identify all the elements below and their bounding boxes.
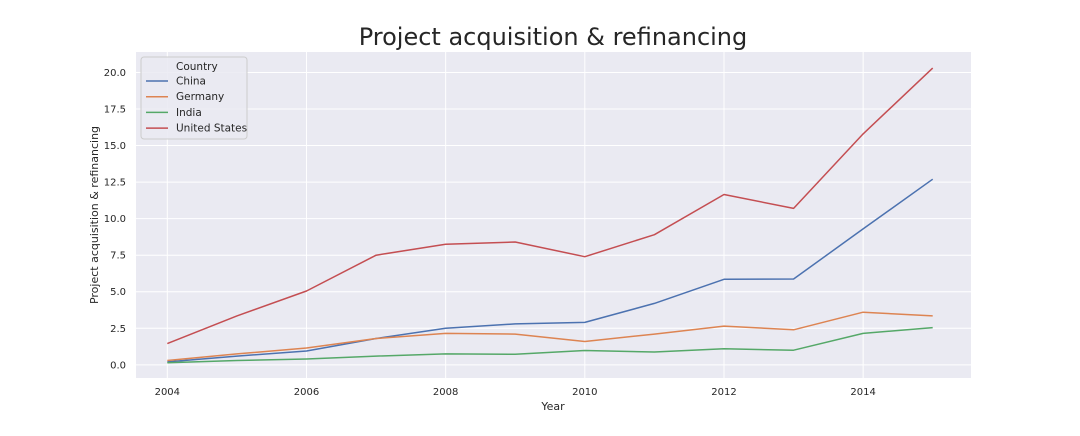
legend-entries: China Germany India United States	[146, 76, 247, 135]
x-tick-label: 2004	[155, 387, 180, 398]
y-tick-label: 17.5	[104, 105, 126, 116]
x-tick-label: 2010	[572, 387, 597, 398]
x-tick-label: 2006	[294, 387, 319, 398]
x-tick-label: 2008	[433, 387, 458, 398]
y-tick-label: 7.5	[110, 251, 126, 262]
legend-label-china: China	[176, 76, 206, 88]
y-axis-ticks: 0.0 2.5 5.0 7.5 10.0 12.5 15.0 17.5 20.0	[104, 68, 126, 371]
legend: Country China Germany India United States	[140, 56, 248, 140]
x-tick-label: 2014	[850, 387, 875, 398]
y-tick-label: 15.0	[104, 141, 126, 152]
y-tick-label: 10.0	[104, 214, 126, 225]
legend-label-india: India	[176, 107, 202, 119]
x-axis-ticks: 2004 2006 2008 2010 2012 2014	[155, 387, 876, 398]
y-tick-label: 0.0	[110, 360, 126, 371]
legend-box	[140, 56, 248, 140]
y-axis-label: Project acquisition & refinancing	[88, 126, 101, 304]
series-line-germany	[167, 311, 933, 362]
series-lines	[167, 67, 934, 364]
plot-background	[136, 52, 971, 378]
y-tick-label: 20.0	[104, 68, 126, 79]
x-axis-label: Year	[540, 400, 565, 413]
gridlines	[136, 52, 971, 378]
series-line-united-states	[167, 67, 934, 345]
chart-title: Project acquisition & refinancing	[359, 23, 748, 51]
x-tick-label: 2012	[711, 387, 736, 398]
series-line-china	[167, 178, 934, 363]
legend-label-united-states: United States	[176, 123, 247, 135]
y-tick-label: 5.0	[110, 287, 126, 298]
series-line-india	[167, 326, 933, 364]
y-tick-label: 2.5	[110, 324, 126, 335]
legend-label-germany: Germany	[176, 91, 224, 103]
legend-title: Country	[176, 61, 218, 73]
y-tick-label: 12.5	[104, 178, 126, 189]
